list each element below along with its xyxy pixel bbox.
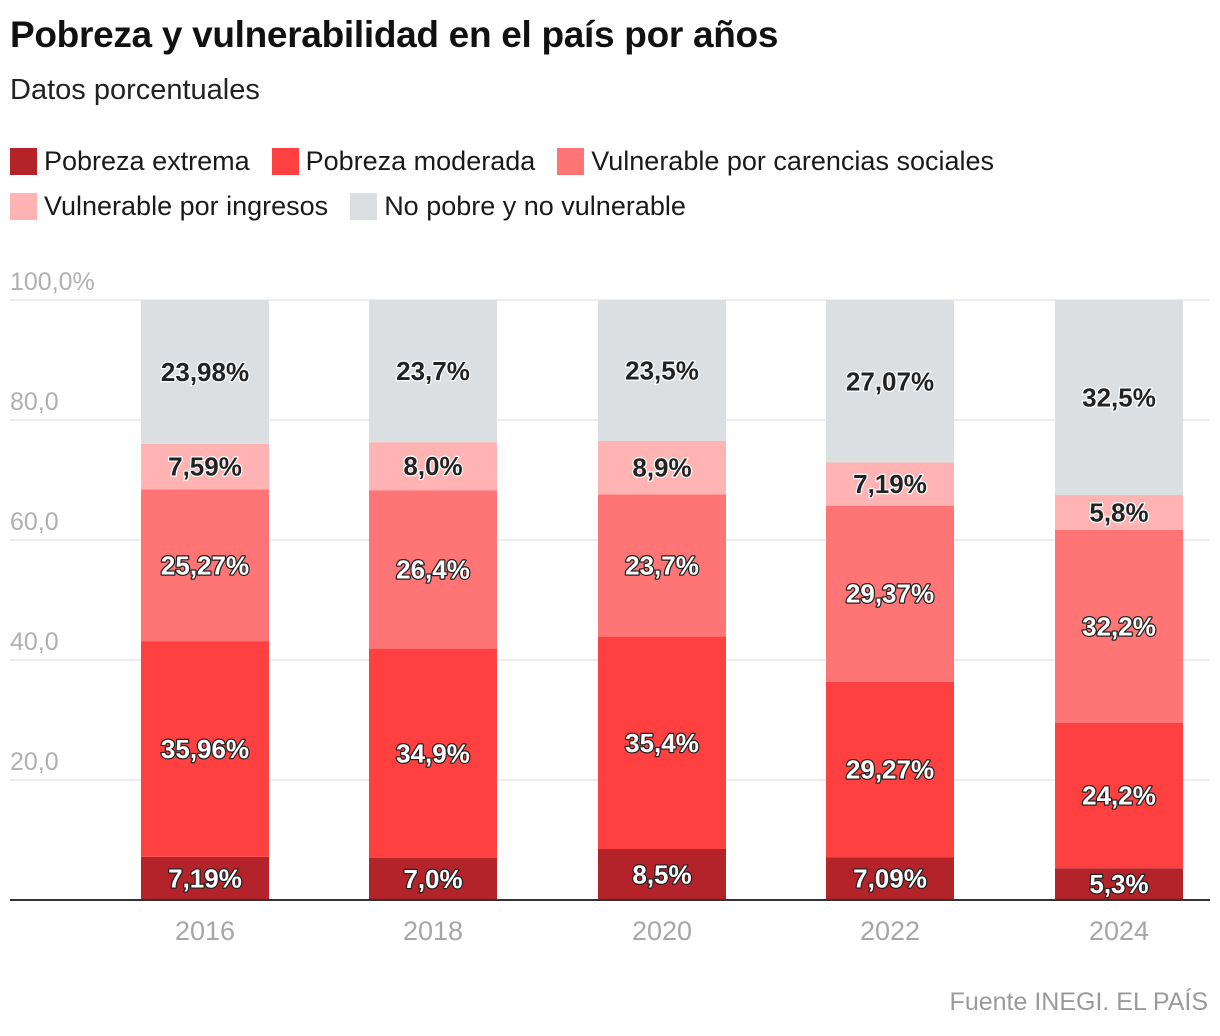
source-note: Fuente INEGI. EL PAÍS xyxy=(949,988,1208,1016)
data-label-no-pobre-y-no-vulnerable-2022: 27,07% xyxy=(846,366,934,396)
bar-segment-pobreza-extrema-2016 xyxy=(141,856,269,900)
data-label-pobreza-extrema-2020: 8,5% xyxy=(632,860,691,890)
bar-segment-no-pobre-y-no-vulnerable-2016 xyxy=(141,300,269,444)
data-label-no-pobre-y-no-vulnerable-2016: 23,98% xyxy=(161,357,249,387)
x-tick-label: 2018 xyxy=(403,916,463,946)
bar-segment-pobreza-moderada-2016 xyxy=(141,641,269,857)
bar-segment-vulnerable-por-carencias-sociales-2022 xyxy=(826,505,954,682)
legend-label-vulnerable-carencias: Vulnerable por carencias sociales xyxy=(591,145,994,176)
data-label-pobreza-moderada-2024: 24,2% xyxy=(1082,781,1156,811)
bar-segment-pobreza-moderada-2022 xyxy=(826,681,954,858)
data-label-pobreza-moderada-2022: 29,27% xyxy=(846,755,934,785)
bar-segment-no-pobre-y-no-vulnerable-2024 xyxy=(1055,300,1183,495)
bar-segment-pobreza-extrema-2022 xyxy=(826,857,954,900)
data-label-no-pobre-y-no-vulnerable-2018: 23,7% xyxy=(396,356,470,386)
legend-item-vulnerable-carencias: Vulnerable por carencias sociales xyxy=(557,146,994,177)
bar-segment-no-pobre-y-no-vulnerable-2020 xyxy=(598,300,726,441)
bar-segment-vulnerable-por-ingresos-2024 xyxy=(1055,495,1183,530)
data-label-pobreza-moderada-2016: 35,96% xyxy=(161,734,249,764)
y-tick-label: 100,0% xyxy=(10,268,95,296)
data-label-pobreza-moderada-2018: 34,9% xyxy=(396,738,470,768)
bar-segment-vulnerable-por-carencias-sociales-2024 xyxy=(1055,529,1183,723)
bar-segment-vulnerable-por-ingresos-2020 xyxy=(598,441,726,495)
bar-segment-pobreza-extrema-2024 xyxy=(1055,868,1183,900)
data-label-vulnerable-por-ingresos-2018: 8,0% xyxy=(403,451,462,481)
data-label-vulnerable-por-ingresos-2022: 7,19% xyxy=(853,469,927,499)
legend-swatch-pobreza-extrema xyxy=(10,147,37,175)
bar-segment-vulnerable-por-carencias-sociales-2020 xyxy=(598,494,726,637)
legend-item-pobreza-extrema: Pobreza extrema xyxy=(10,146,250,177)
bar-segment-pobreza-extrema-2018 xyxy=(369,858,497,900)
x-tick-label: 2020 xyxy=(632,916,692,946)
chart-subtitle: Datos porcentuales xyxy=(10,74,260,106)
legend-label-pobreza-extrema: Pobreza extrema xyxy=(44,145,250,176)
legend-row-2: Vulnerable por ingresos No pobre y no vu… xyxy=(10,185,1210,227)
legend-label-pobreza-moderada: Pobreza moderada xyxy=(305,145,536,176)
bar-segment-vulnerable-por-ingresos-2022 xyxy=(826,462,954,506)
data-label-vulnerable-por-carencias-sociales-2022: 29,37% xyxy=(846,579,934,609)
data-label-pobreza-extrema-2016: 7,19% xyxy=(168,863,242,893)
y-tick-label: 60,0 xyxy=(10,508,59,536)
bar-segment-no-pobre-y-no-vulnerable-2022 xyxy=(826,300,954,463)
data-label-pobreza-moderada-2020: 35,4% xyxy=(625,728,699,758)
legend: Pobreza extrema Pobreza moderada Vulnera… xyxy=(10,140,1210,230)
y-tick-label: 40,0 xyxy=(10,628,59,656)
bar-segment-no-pobre-y-no-vulnerable-2018 xyxy=(369,300,497,443)
data-label-vulnerable-por-ingresos-2016: 7,59% xyxy=(168,452,242,482)
data-label-vulnerable-por-ingresos-2020: 8,9% xyxy=(632,453,691,483)
data-label-vulnerable-por-carencias-sociales-2018: 26,4% xyxy=(396,554,470,584)
legend-swatch-no-pobre xyxy=(350,192,378,220)
y-tick-label: 20,0 xyxy=(10,748,59,776)
y-tick-label: 80,0 xyxy=(10,388,59,416)
chart-title: Pobreza y vulnerabilidad en el país por … xyxy=(10,14,779,55)
bar-segment-pobreza-moderada-2020 xyxy=(598,636,726,849)
x-tick-label: 2022 xyxy=(860,916,920,946)
legend-label-no-pobre: No pobre y no vulnerable xyxy=(384,190,686,221)
legend-item-no-pobre: No pobre y no vulnerable xyxy=(350,191,686,222)
bar-segment-pobreza-moderada-2024 xyxy=(1055,723,1183,869)
legend-row-1: Pobreza extrema Pobreza moderada Vulnera… xyxy=(10,140,1210,182)
data-label-no-pobre-y-no-vulnerable-2024: 32,5% xyxy=(1082,383,1156,413)
bar-segment-vulnerable-por-ingresos-2018 xyxy=(369,442,497,491)
data-label-no-pobre-y-no-vulnerable-2020: 23,5% xyxy=(625,356,699,386)
data-label-vulnerable-por-carencias-sociales-2020: 23,7% xyxy=(625,551,699,581)
x-tick-label: 2024 xyxy=(1089,916,1149,946)
bar-segment-pobreza-moderada-2018 xyxy=(369,648,497,858)
data-label-vulnerable-por-ingresos-2024: 5,8% xyxy=(1089,497,1148,527)
legend-item-vulnerable-ingresos: Vulnerable por ingresos xyxy=(10,191,328,222)
x-tick-label: 2016 xyxy=(175,916,235,946)
data-label-vulnerable-por-carencias-sociales-2016: 25,27% xyxy=(161,550,249,580)
legend-swatch-vulnerable-ingresos xyxy=(10,192,37,220)
legend-swatch-pobreza-moderada xyxy=(271,147,299,175)
data-label-pobreza-extrema-2024: 5,3% xyxy=(1089,869,1148,899)
legend-label-vulnerable-ingresos: Vulnerable por ingresos xyxy=(44,190,329,221)
data-label-pobreza-extrema-2018: 7,0% xyxy=(403,864,462,894)
data-label-pobreza-extrema-2022: 7,09% xyxy=(853,864,927,894)
bar-segment-vulnerable-por-carencias-sociales-2016 xyxy=(141,489,269,642)
legend-item-pobreza-moderada: Pobreza moderada xyxy=(271,145,536,177)
bar-segment-vulnerable-por-carencias-sociales-2018 xyxy=(369,490,497,649)
bar-segment-vulnerable-por-ingresos-2016 xyxy=(141,443,269,490)
bar-segment-pobreza-extrema-2020 xyxy=(598,849,726,900)
legend-swatch-vulnerable-carencias xyxy=(557,147,585,175)
data-label-vulnerable-por-carencias-sociales-2024: 32,2% xyxy=(1082,611,1156,641)
